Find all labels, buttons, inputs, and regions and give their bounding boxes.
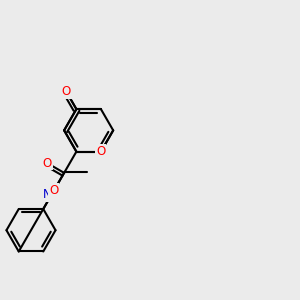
Text: O: O [61,85,70,98]
Text: O: O [96,145,106,158]
Text: NH: NH [43,188,61,201]
Text: O: O [43,157,52,169]
Text: O: O [49,184,58,197]
